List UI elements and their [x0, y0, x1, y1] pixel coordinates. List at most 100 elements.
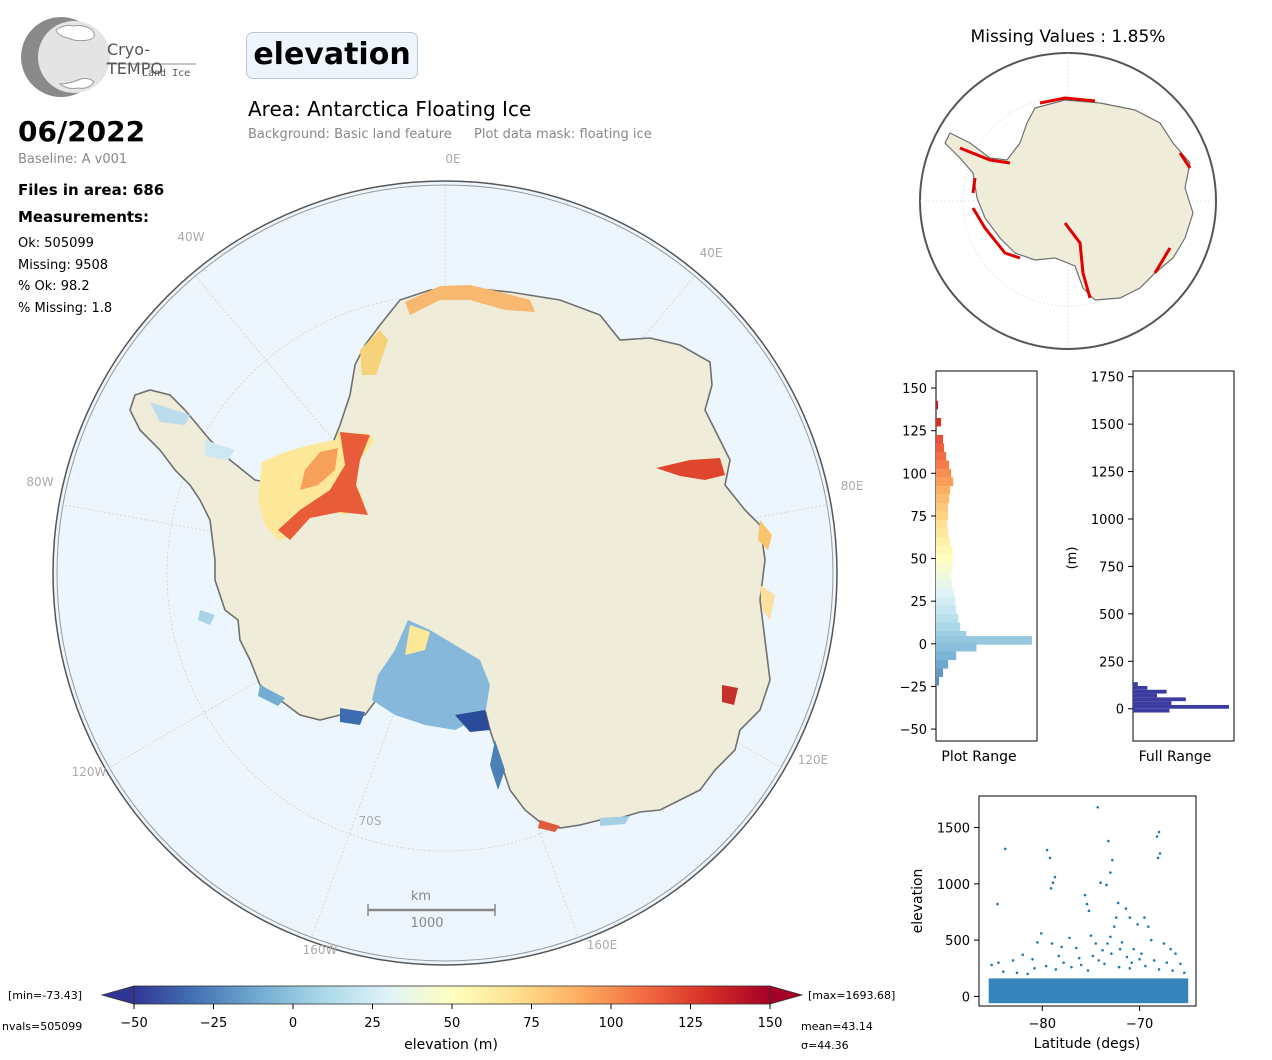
histogram-bar — [936, 562, 953, 572]
files-label: Files in area: 686 — [18, 181, 165, 199]
histogram-tick-label: −25 — [900, 680, 927, 695]
scatter-point — [1156, 856, 1160, 860]
histogram-bar — [1133, 708, 1170, 713]
scatter-x-tick-label: −80 — [1029, 1017, 1056, 1032]
scatter-point — [1107, 839, 1110, 843]
colorbar-tick-label: 150 — [758, 1016, 783, 1031]
plot-range-histogram: −50 −25 0 25 50 75 100 125 150 Plot Range — [900, 370, 1038, 765]
scatter-point — [1079, 963, 1083, 967]
scatter-point — [1021, 953, 1025, 957]
histogram-bar — [936, 545, 953, 555]
histogram-bar — [936, 469, 952, 478]
scatter-point — [1031, 957, 1034, 961]
logo-subtitle: Land Ice — [142, 68, 191, 79]
scatter-point — [1179, 962, 1182, 966]
background-note: Background: Basic land feature — [248, 127, 452, 142]
scatter-point — [1152, 959, 1156, 962]
histogram-bar — [936, 511, 949, 521]
histogram-tick-label: 1250 — [1091, 466, 1124, 481]
lon-label: 120W — [72, 765, 107, 779]
histogram-bar — [936, 417, 942, 427]
side-charts: −50 −25 0 25 50 75 100 125 150 Plot Range 0 250 50… — [900, 370, 1235, 1052]
histogram-bar — [936, 528, 949, 538]
scatter-point — [1109, 871, 1112, 874]
scatter-point — [1116, 901, 1120, 905]
histogram-bar — [936, 486, 951, 495]
scatter-point — [1054, 968, 1058, 971]
scatter-point — [1118, 947, 1122, 951]
scatter-point — [996, 902, 999, 906]
scatter-point — [1060, 945, 1064, 949]
colorbar-min-arrow — [100, 985, 135, 1005]
scatter-point — [1045, 848, 1049, 852]
scatter-point — [1050, 942, 1054, 945]
histogram-tick-label: 250 — [1099, 655, 1124, 670]
inset-title: Missing Values : 1.85% — [970, 27, 1166, 47]
scatter-point — [1144, 964, 1147, 968]
scale-value: 1000 — [410, 916, 443, 931]
colorbar-tick-label: 0 — [289, 1016, 297, 1031]
lon-label: 40E — [700, 246, 723, 260]
histogram-bar — [936, 571, 952, 580]
latitude-scatter: −80 −70 0 500 1000 1500 Latitude (degs) eleva… — [910, 795, 1197, 1052]
colorbar-label: elevation (m) — [404, 1037, 498, 1053]
scatter-x-tick-label: −70 — [1126, 1017, 1153, 1032]
scatter-point — [1103, 962, 1106, 966]
logo-icon — [21, 17, 196, 97]
lat-label: 70S — [359, 814, 382, 828]
histogram-tick-label: 25 — [910, 595, 927, 610]
scatter-point — [1075, 946, 1078, 950]
scatter-ylabel: elevation — [910, 869, 926, 934]
scatter-point — [1015, 971, 1019, 975]
lon-label: 160W — [303, 943, 338, 957]
scatter-point — [1157, 830, 1161, 834]
colorbar-max-label: [max=1693.68] — [808, 989, 895, 1002]
scatter-point — [1048, 856, 1052, 860]
histogram-tick-label: 0 — [919, 638, 927, 653]
scatter-point — [1101, 948, 1104, 952]
histogram-tick-label: 1500 — [1091, 418, 1124, 433]
area-title: Area: Antarctica Floating Ice — [248, 97, 532, 121]
scatter-point — [990, 963, 993, 967]
parameter-title-box: elevation — [246, 32, 418, 79]
coastal-ice-fragments — [150, 285, 775, 832]
scatter-point — [1083, 893, 1087, 897]
full-range-label: Full Range — [1139, 749, 1212, 765]
colorbar-tick-label: 125 — [678, 1016, 703, 1031]
scatter-point — [1183, 971, 1186, 975]
lon-label: 80E — [841, 479, 864, 493]
lon-label: 120E — [798, 753, 829, 767]
histogram-bar — [936, 588, 955, 597]
histogram-bar — [936, 520, 948, 529]
mask-note: Plot data mask: floating ice — [474, 127, 652, 142]
parameter-title: elevation — [253, 37, 411, 72]
histogram-bar — [936, 494, 950, 504]
amery-ice-shelf — [656, 458, 725, 480]
scatter-point — [1128, 916, 1132, 919]
scatter-point — [997, 961, 1000, 964]
scatter-point — [1128, 966, 1132, 970]
histogram-tick-label: 500 — [1099, 608, 1124, 623]
histogram-bar — [1133, 689, 1167, 694]
scatter-point — [1136, 923, 1139, 926]
scatter-point — [1097, 959, 1100, 962]
scatter-point — [1049, 887, 1053, 890]
plot-range-label: Plot Range — [941, 749, 1016, 765]
scatter-point — [1124, 907, 1128, 910]
histogram-bar — [936, 477, 954, 487]
scatter-point — [1044, 964, 1048, 968]
ok-count: Ok: 505099 — [18, 236, 94, 251]
measurement-stats: Ok: 505099 Missing: 9508 % Ok: 98.2 % Mi… — [18, 233, 112, 319]
colorbar-tick-label: 75 — [523, 1016, 540, 1031]
scatter-point — [1111, 858, 1114, 862]
lon-label: 160E — [587, 938, 618, 952]
scatter-point — [1085, 902, 1089, 906]
scatter-point — [1039, 932, 1043, 935]
date-label: 06/2022 — [18, 115, 146, 148]
scatter-point — [1003, 847, 1007, 851]
scatter-point — [1114, 916, 1118, 919]
scatter-point — [1033, 966, 1036, 970]
colorbar-tick-label: 50 — [444, 1016, 461, 1031]
lon-label: 0E — [445, 152, 460, 166]
colorbar-min-label: [min=-73.43] — [8, 989, 82, 1002]
